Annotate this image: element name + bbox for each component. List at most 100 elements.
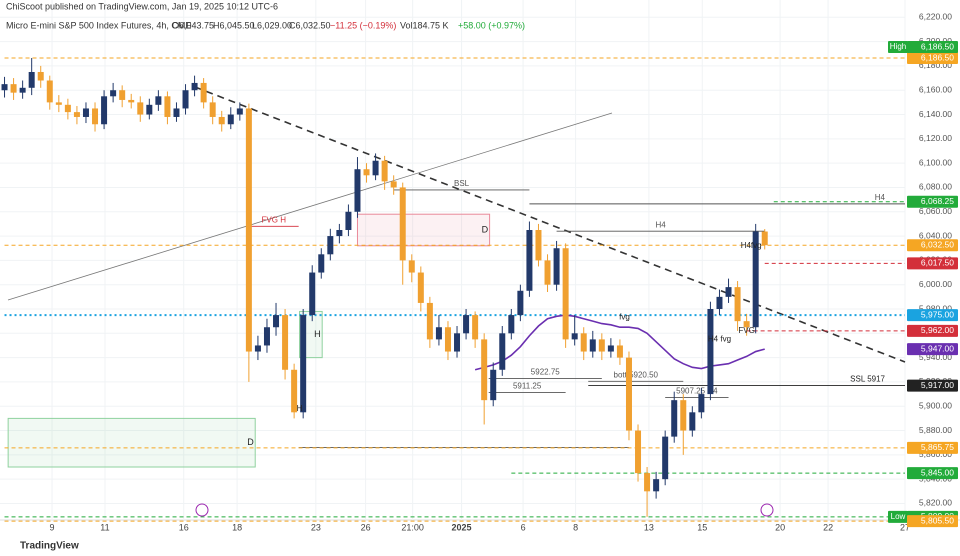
price-tag-label: 5,805.50: [921, 515, 954, 525]
candle-body: [200, 82, 207, 103]
price-tag: [907, 515, 958, 528]
volume: Vol184.75 K: [400, 20, 449, 30]
y-tick-label: 6,100.00: [919, 157, 952, 167]
candle-body: [10, 84, 17, 93]
candle-body: [535, 230, 542, 261]
overlay-line: [474, 314, 765, 371]
candle-body: [381, 160, 388, 182]
price-tag: [907, 195, 958, 208]
candle-body: [164, 96, 171, 117]
candle-body: [743, 321, 750, 328]
price-tag-label: 6,032.50: [921, 239, 954, 249]
y-tick-label: 6,080.00: [919, 182, 952, 192]
candle-body: [390, 181, 397, 188]
candle-body: [544, 260, 551, 285]
candle-body: [300, 315, 307, 413]
annotation: H4fvg: [741, 241, 762, 250]
candle-body: [463, 315, 470, 334]
candle-body: [263, 327, 270, 346]
y-tick-label: 6,160.00: [919, 84, 952, 94]
candle-body: [282, 315, 289, 370]
zone-box: [356, 213, 491, 247]
candle-body: [607, 345, 614, 352]
candle-body: [245, 108, 252, 352]
price-tag: [907, 324, 958, 337]
candle-body: [598, 339, 605, 352]
candle-body: [227, 114, 234, 125]
candle-body: [101, 96, 108, 125]
price-tag: [907, 52, 958, 65]
ray-label: bott 5920.50: [614, 370, 659, 379]
candle-body: [734, 287, 741, 322]
candle-body: [417, 272, 424, 303]
ray-label: FVG H: [262, 215, 287, 224]
candle-body: [499, 333, 506, 370]
candle-body: [64, 104, 71, 113]
candle-body: [173, 108, 180, 117]
candle-body: [472, 315, 479, 340]
ohlc-high: H6,045.50: [213, 20, 255, 30]
candle-body: [752, 231, 759, 328]
footer: [0, 538, 960, 556]
y-tick-label: 5,880.00: [919, 425, 952, 435]
candle-body: [309, 272, 316, 316]
candle-body: [589, 339, 596, 352]
plot: D H D FVG H BSL H4 H4 5922.75 5911.25 bott 5920.5…: [1, 57, 906, 522]
candle-body: [680, 400, 687, 431]
annotation: H4 fvg: [708, 334, 731, 343]
x-tick-label: 6: [521, 522, 526, 532]
candle-body: [236, 108, 243, 115]
ray-label: H4: [656, 220, 667, 229]
candle-body: [616, 345, 623, 358]
price-tag: [907, 379, 958, 392]
candle-body: [526, 230, 533, 291]
candle-body: [146, 104, 153, 115]
candle-body: [336, 230, 343, 237]
y-tick-label: 6,200.00: [919, 36, 952, 46]
candle-body: [1, 84, 8, 91]
ray-label: 5911.25: [513, 382, 542, 391]
candle-body: [28, 71, 35, 88]
y-tick-label: 5,940.00: [919, 352, 952, 362]
candle-body: [19, 87, 26, 93]
candle-body: [725, 287, 732, 297]
y-tick-label: 5,980.00: [919, 303, 952, 313]
ray-label: BSL: [454, 179, 470, 188]
x-tick-label: 11: [100, 522, 109, 532]
x-tick-label: 15: [697, 522, 707, 532]
annotation: FVG: [738, 326, 754, 335]
price-tag-badge-label: High: [890, 42, 906, 51]
candle-body: [571, 333, 578, 340]
legend-row: Micro E-mini S&P 500 Index Futures, 4h, …: [6, 20, 525, 30]
ohlc-close: C6,032.50: [289, 20, 331, 30]
x-tick-label: 20: [775, 522, 785, 532]
candle-body: [671, 400, 678, 437]
price-tag: [907, 257, 958, 270]
event-icon[interactable]: [195, 503, 209, 517]
price-tag-label: 5,865.75: [921, 442, 954, 452]
annotation: H: [297, 404, 303, 413]
candle-body: [209, 102, 216, 117]
x-tick-label: 23: [311, 522, 321, 532]
y-tick-label: 6,180.00: [919, 60, 952, 70]
candle-body: [137, 102, 144, 115]
price-tag: [907, 239, 958, 252]
price-tag: [907, 441, 958, 454]
candle-body: [508, 315, 515, 334]
price-tag-badge-label: Low: [891, 512, 906, 521]
candle-body: [218, 116, 225, 125]
x-tick-label: 27: [900, 522, 910, 532]
symbol: Micro E-mini S&P 500 Index Futures, 4h, …: [6, 20, 191, 30]
candle-body: [182, 90, 189, 109]
candle-body: [354, 169, 361, 212]
price-tag-label: 5,962.00: [921, 325, 954, 335]
price-tag-badge: [888, 41, 908, 54]
y-tick-label: 6,000.00: [919, 279, 952, 289]
trend-line: [7, 112, 613, 301]
price-tag-label: 5,975.00: [921, 309, 954, 319]
event-icon[interactable]: [760, 503, 774, 517]
price-tag-badge: [888, 510, 908, 523]
candle-body: [698, 394, 705, 413]
